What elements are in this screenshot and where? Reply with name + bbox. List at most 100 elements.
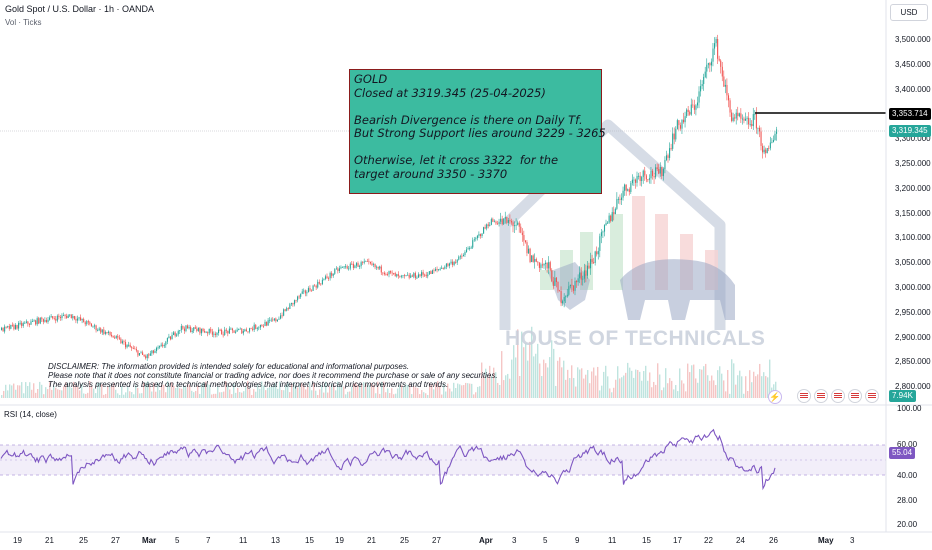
candle-body (359, 266, 361, 267)
candle-body (433, 270, 435, 272)
candle-body (740, 113, 742, 119)
volume-bar (413, 385, 415, 398)
candle-body (687, 109, 689, 112)
candle-body (61, 315, 63, 319)
candle-body (342, 266, 344, 268)
volume-bar (463, 385, 465, 398)
candle-body (42, 319, 44, 322)
candle-body (11, 324, 13, 326)
candle-body (557, 281, 559, 291)
volume-indicator-title[interactable]: Vol · Ticks (5, 18, 42, 27)
candle-body (554, 277, 556, 286)
candle-body (250, 328, 252, 330)
volume-bar (399, 384, 401, 398)
volume-bar (91, 386, 93, 398)
candle-body (39, 317, 41, 324)
volume-bar (291, 383, 293, 398)
candle-body (478, 234, 480, 236)
candle-body (723, 76, 725, 87)
volume-bar (549, 357, 551, 398)
candle-body (746, 117, 748, 119)
candle-body (210, 328, 212, 332)
candle-body (647, 179, 649, 181)
volume-bar (709, 380, 711, 398)
candle-body (517, 222, 519, 225)
volume-bar (721, 373, 723, 398)
candle-body (41, 317, 43, 320)
volume-bar (213, 393, 215, 398)
volume-bar (73, 381, 75, 398)
volume-bar (769, 359, 771, 398)
us-flag-icon[interactable] (814, 389, 828, 403)
candle-body (151, 350, 153, 354)
volume-bar (253, 389, 255, 398)
candle-body (59, 316, 61, 319)
candle-body (535, 258, 537, 262)
volume-bar (713, 380, 715, 398)
volume-bar (561, 367, 563, 398)
volume-bar (485, 368, 487, 398)
candle-body (67, 315, 69, 318)
candle-body (509, 220, 511, 222)
volume-bar (235, 392, 237, 398)
us-flag-icon[interactable] (865, 389, 879, 403)
volume-bar (503, 380, 505, 398)
volume-bar (513, 345, 515, 398)
volume-bar (61, 390, 63, 398)
volume-bar (529, 341, 531, 398)
candle-body (332, 273, 334, 276)
volume-bar (333, 384, 335, 398)
candle-body (599, 236, 601, 251)
volume-bar (205, 381, 207, 398)
volume-bar (149, 384, 151, 398)
volume-bar (499, 385, 501, 398)
candle-body (190, 327, 192, 332)
symbol-title[interactable]: Gold Spot / U.S. Dollar · 1h · OANDA (5, 4, 155, 14)
volume-bar (173, 385, 175, 398)
candle-body (286, 308, 288, 311)
candle-body (70, 314, 72, 319)
us-flag-icon[interactable] (848, 389, 862, 403)
volume-bar (33, 383, 35, 398)
lightning-icon[interactable]: ⚡ (768, 390, 782, 404)
candle-body (331, 272, 333, 276)
candle-body (600, 232, 602, 237)
rsi-title[interactable]: RSI (14, close) (4, 410, 57, 419)
candle-body (526, 242, 528, 254)
candle-body (19, 322, 21, 324)
candle-body (58, 315, 60, 317)
volume-bar (775, 381, 777, 398)
candle-body (81, 318, 83, 321)
candle-body (528, 248, 530, 254)
volume-bar (443, 384, 445, 398)
note-line: But Strong Support lies around 3229 - 32… (354, 126, 606, 140)
candle-body (259, 324, 261, 328)
volume-bar (345, 394, 347, 398)
candle-body (762, 145, 764, 153)
volume-bar (41, 384, 43, 398)
volume-bar (331, 383, 333, 398)
candle-body (92, 326, 94, 328)
candle-body (678, 120, 680, 126)
candle-body (55, 318, 57, 321)
volume-bar (621, 377, 623, 398)
candle-body (132, 348, 134, 349)
currency-button[interactable]: USD (890, 4, 928, 21)
us-flag-icon[interactable] (797, 389, 811, 403)
price-tick-label: 3,050.000 (895, 258, 931, 268)
us-flag-icon[interactable] (831, 389, 845, 403)
analysis-note[interactable]: GOLD Closed at 3319.345 (25-04-2025) Bea… (349, 69, 606, 194)
candle-body (242, 331, 244, 334)
time-tick-label: 11 (239, 536, 248, 545)
volume-bar (389, 393, 391, 398)
candle-body (241, 328, 243, 334)
volume-bar (59, 389, 61, 398)
candle-body (180, 326, 182, 331)
candle-body (219, 329, 221, 331)
candle-body (712, 48, 714, 62)
volume-bar (161, 384, 163, 398)
candle-body (174, 332, 176, 336)
candle-body (365, 260, 367, 262)
volume-bar (745, 376, 747, 398)
